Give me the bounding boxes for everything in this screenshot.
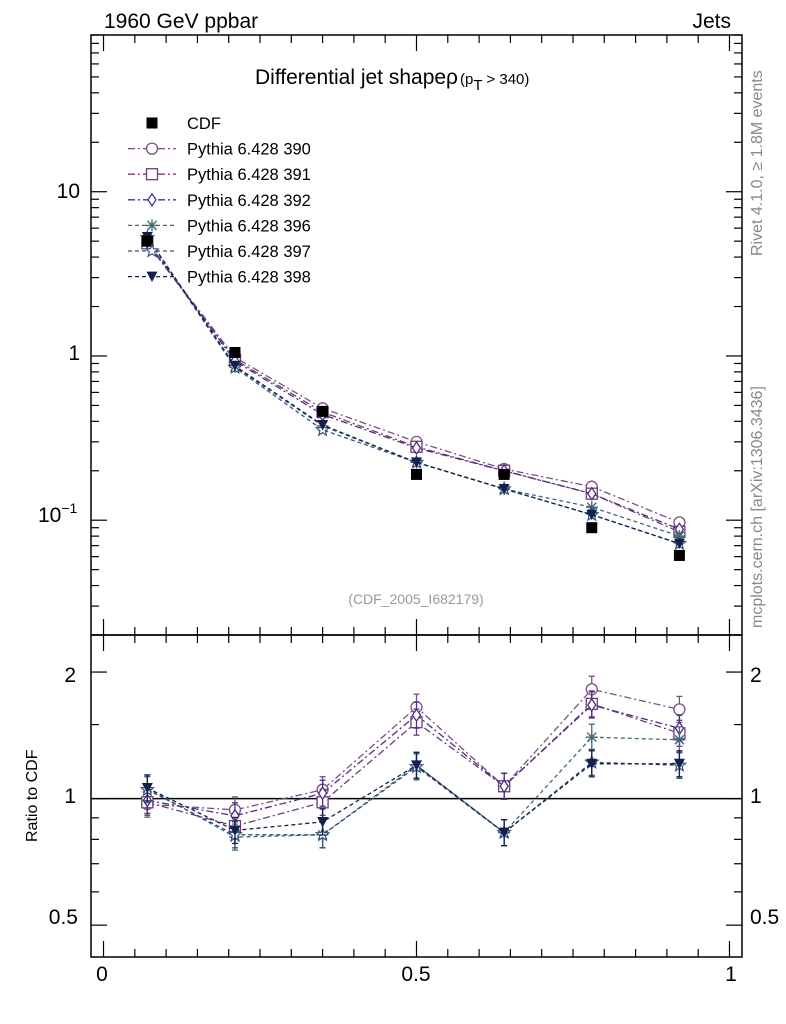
main-point-cdf-0 xyxy=(141,235,153,247)
ratio-point-398-3 xyxy=(411,760,422,771)
main-point-cdf-1 xyxy=(229,346,241,358)
legend-label-2: Pythia 6.428 391 xyxy=(187,166,311,184)
main-point-398-1 xyxy=(229,360,241,372)
main-point-398-3 xyxy=(411,457,422,468)
main-point-398-2 xyxy=(317,419,329,431)
x-tick-label-0.5: 0.5 xyxy=(401,963,430,986)
header-right: Jets xyxy=(692,10,731,33)
chart-title: Differential jet shapeρ (pT > 340) xyxy=(255,66,529,94)
legend: CDF Pythia 6.428 390 Pythia 6.428 391 Pythi… xyxy=(128,115,311,287)
legend-label-5: Pythia 6.428 397 xyxy=(187,243,311,261)
y-tick-label-1: 1 xyxy=(68,342,80,365)
legend-label-4: Pythia 6.428 396 xyxy=(187,217,311,235)
legend-marker-cdf xyxy=(146,117,158,129)
ratio-point-398-6 xyxy=(673,758,685,770)
y-tick-label-10: 10 xyxy=(57,180,80,203)
legend-marker-392 xyxy=(147,192,157,207)
main-point-398-5 xyxy=(586,509,598,521)
ratio-point-390-6 xyxy=(673,703,686,716)
ratio-point-392-4 xyxy=(499,779,509,794)
main-point-cdf-6 xyxy=(673,549,685,561)
legend-label-1: Pythia 6.428 390 xyxy=(187,141,311,159)
x-tick-label-0: 0 xyxy=(96,963,108,986)
ratio-point-392-3 xyxy=(411,707,422,723)
main-point-cdf-4 xyxy=(498,468,510,480)
header-left: 1960 GeV ppbar xyxy=(104,10,258,33)
ratio-line-396 xyxy=(146,736,680,838)
ratio-y-tick-label-2-right: 2 xyxy=(750,664,762,687)
legend-marker-390 xyxy=(145,142,159,155)
main-point-cdf-3 xyxy=(411,468,422,480)
main-point-398-4 xyxy=(498,483,510,495)
side-text-top: Rivet 4.1.0, ≥ 1.8M events xyxy=(749,70,766,256)
legend-marker-397 xyxy=(144,242,160,258)
data-series xyxy=(139,229,688,851)
ratio-point-398-5 xyxy=(586,758,598,770)
ratio-point-396-5 xyxy=(585,731,598,744)
legend-label-3: Pythia 6.428 392 xyxy=(187,192,311,210)
main-point-cdf-5 xyxy=(586,522,598,534)
legend-marker-398 xyxy=(146,271,158,283)
legend-marker-391 xyxy=(145,168,159,181)
main-point-398-6 xyxy=(673,538,685,550)
ratio-point-398-1 xyxy=(229,825,241,836)
ratio-y-tick-label-2: 2 xyxy=(64,664,76,687)
ratio-point-392-5 xyxy=(586,697,597,713)
y-tick-label-0.1: 10−1 xyxy=(38,500,78,527)
main-point-cdf-2 xyxy=(317,405,329,417)
side-text-bottom: mcplots.cern.ch [arXiv:1306.3436] xyxy=(749,386,766,628)
ratio-y-axis-label: Ratio to CDF xyxy=(24,749,41,842)
ratio-y-tick-label-0.5-right: 0.5 xyxy=(750,906,779,929)
ratio-point-392-2 xyxy=(317,786,328,801)
ratio-y-tick-label-1: 1 xyxy=(64,785,76,808)
ratio-plot-frame xyxy=(90,634,743,958)
analysis-reference: (CDF_2005_I682179) xyxy=(348,591,483,607)
legend-label-6: Pythia 6.428 398 xyxy=(187,269,311,287)
x-tick-label-1: 1 xyxy=(725,963,737,986)
ratio-point-396-6 xyxy=(673,733,686,746)
main-point-392-3 xyxy=(411,440,422,456)
ratio-y-tick-label-0.5: 0.5 xyxy=(49,906,78,929)
ratio-point-398-0 xyxy=(141,782,153,794)
ratio-point-398-4 xyxy=(498,827,510,839)
ratio-point-398-2 xyxy=(317,816,329,828)
legend-label-0: CDF xyxy=(187,115,221,133)
ratio-y-tick-label-1-right: 1 xyxy=(750,785,762,808)
legend-marker-396 xyxy=(146,219,158,232)
main-point-392-5 xyxy=(586,486,597,501)
